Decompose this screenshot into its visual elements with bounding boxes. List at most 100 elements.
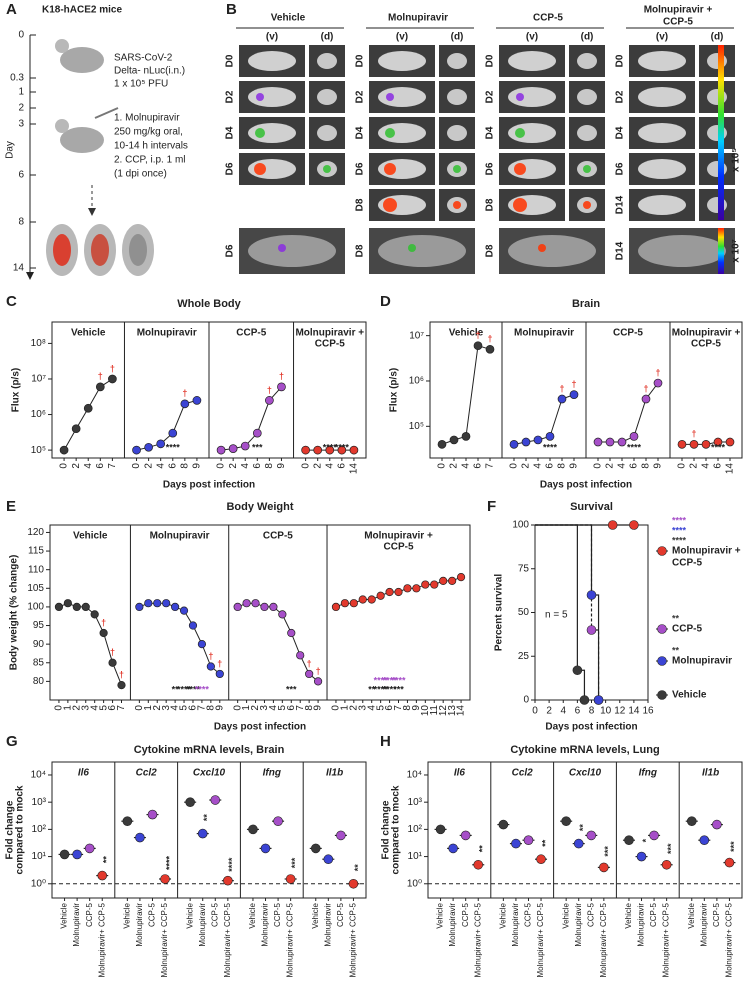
data-point: [509, 440, 519, 449]
facet-name: CCP-5: [384, 542, 414, 553]
data-point: [473, 859, 484, 870]
y-tick-label: 10⁰: [31, 878, 46, 889]
row-label: D4: [355, 126, 366, 139]
x-tick-label: 13: [447, 705, 458, 717]
x-tick-label: 5: [277, 705, 288, 711]
x-tick-label: CCP-5: [524, 902, 533, 927]
data-point: [72, 849, 82, 860]
legend-stars: **: [672, 613, 680, 623]
annotation: †: [267, 385, 272, 395]
y-tick-label: 10⁴: [407, 770, 422, 781]
x-tick-label: 4: [560, 706, 566, 717]
x-tick-label: 2: [521, 463, 532, 469]
mouse-silhouette: [508, 87, 556, 107]
chart-title: Survival: [570, 501, 613, 513]
facet-name: Molnupiravir +: [364, 531, 433, 542]
y-tick-label: 105: [27, 583, 44, 594]
y-tick-label: 10¹: [408, 851, 423, 862]
luminescence: [513, 198, 527, 212]
x-tick-label: 8: [179, 463, 190, 469]
x-tick-label: 4: [89, 705, 100, 711]
body-silhouette: [638, 235, 726, 267]
x-tick-label: Molnupiravir: [448, 903, 457, 947]
x-tick-label: CCP-5: [712, 902, 721, 927]
data-point: [84, 843, 95, 854]
data-point: [340, 599, 349, 608]
legend-stars: ****: [672, 535, 687, 545]
annotation: ****: [374, 684, 389, 694]
x-tick-label: 11: [429, 705, 440, 716]
mouse-silhouette: [638, 87, 686, 107]
y-tick-label: 115: [28, 546, 44, 557]
data-point: [498, 819, 509, 830]
row-label: D6: [615, 162, 626, 175]
mouse-silhouette: [378, 51, 426, 71]
y-tick-label: 100: [27, 602, 44, 613]
annotation: ****: [164, 855, 174, 870]
data-point: [348, 878, 359, 889]
data-point: [713, 437, 723, 447]
series-line: [221, 386, 282, 451]
mouse: [55, 119, 69, 133]
y-tick-label: 80: [33, 676, 45, 687]
mouse-head: [317, 53, 337, 69]
facet-name: Cxcl10: [569, 768, 602, 779]
x-tick-label: 4: [461, 463, 472, 469]
data-point: [412, 584, 421, 593]
x-tick-label: 2: [449, 463, 460, 469]
data-point: [701, 440, 711, 449]
x-tick-label: 1: [63, 705, 74, 711]
treatment-text: 1. Molnupiravir: [114, 113, 180, 124]
y-tick-label: 10⁸: [31, 338, 46, 349]
data-point: [287, 628, 296, 638]
x-tick-label: 14: [725, 463, 736, 475]
y-tick-label: 100: [512, 520, 529, 531]
data-point: [296, 651, 305, 660]
chart-title: Cytokine mRNA levels, Brain: [134, 744, 285, 756]
data-point: [313, 677, 323, 686]
row-label: D0: [485, 54, 496, 67]
data-point: [252, 428, 262, 438]
x-tick-label: 4: [617, 463, 628, 469]
treatment-text: 250 mg/kg oral,: [114, 127, 183, 138]
x-tick-label: 2: [71, 463, 82, 469]
x-tick-label: Vehicle: [687, 902, 696, 928]
x-tick-label: 6: [286, 705, 297, 711]
data-point: [160, 874, 170, 884]
data-point: [323, 854, 334, 865]
x-tick-label: 4: [170, 705, 181, 711]
x-tick-label: 7: [393, 705, 404, 711]
timeline-tick-label: 3: [18, 119, 24, 130]
x-tick-label: 5: [98, 705, 109, 711]
x-tick-label: 8: [641, 463, 652, 469]
annotation: †: [110, 363, 115, 373]
annotation: ****: [227, 857, 237, 872]
data-point: [448, 843, 458, 854]
data-point: [569, 390, 579, 399]
x-tick-label: Molnupiravir+ CCP-5: [536, 902, 545, 977]
x-tick-label: Molnupiravir+ CCP-5: [662, 902, 671, 977]
annotation: **: [353, 864, 363, 872]
data-point: [331, 602, 341, 612]
data-point: [653, 378, 663, 388]
data-point: [536, 854, 546, 865]
x-tick-label: 0: [134, 705, 145, 711]
row-label: D0: [225, 54, 236, 67]
y-tick-label: 10⁶: [409, 376, 424, 387]
view-label: (d): [321, 32, 334, 43]
y-axis-label: compared to mock: [15, 785, 26, 874]
x-tick-label: 6: [188, 705, 199, 711]
facet-name: Vehicle: [73, 531, 108, 542]
data-point: [144, 599, 153, 608]
data-point: [135, 832, 145, 843]
x-tick-label: Molnupiravir: [261, 903, 270, 947]
data-point: [228, 444, 238, 453]
x-tick-label: Molnupiravir+ CCP-5: [160, 902, 169, 977]
annotation: **: [172, 684, 180, 694]
x-tick-label: CCP-5: [336, 902, 345, 927]
annotation: ****: [711, 442, 726, 452]
mouse-head: [447, 89, 467, 105]
annotation: †: [182, 388, 187, 398]
legend-label: Vehicle: [672, 690, 707, 701]
